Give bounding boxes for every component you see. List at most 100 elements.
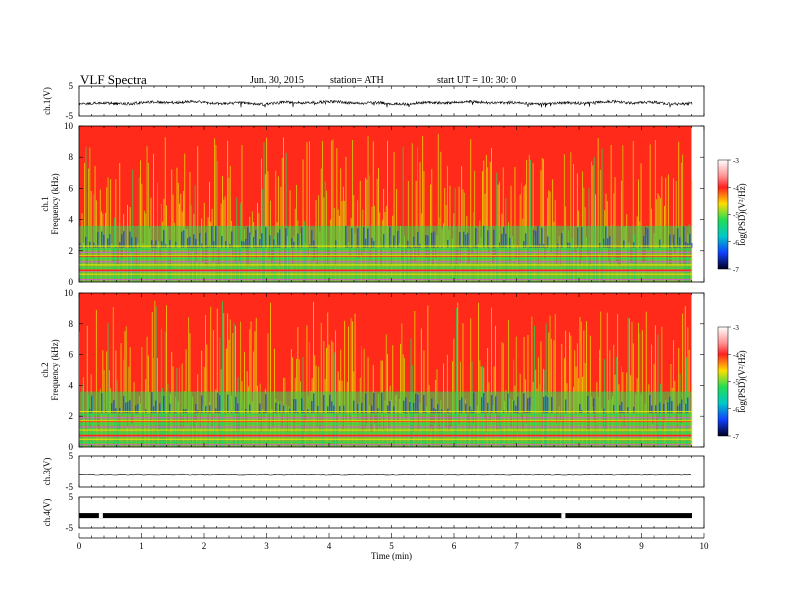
spectrogram-blue — [297, 411, 299, 414]
spectrogram-blue — [119, 242, 121, 248]
spectrogram-blue — [475, 227, 477, 248]
spectrogram-streak — [216, 308, 218, 447]
spectrogram-streak — [569, 332, 570, 447]
spectrogram-streak — [565, 330, 567, 447]
spectrogram-blue — [97, 231, 99, 248]
spectrogram-blue — [643, 235, 645, 248]
spectrogram-blue — [115, 408, 117, 414]
spectrogram-blue — [523, 241, 525, 248]
spectrogram-blue — [111, 403, 113, 414]
spectrogram-streak — [456, 308, 457, 447]
spectrogram-blue — [127, 401, 129, 414]
spectrogram-streak — [151, 312, 153, 447]
spectrogram-streak — [431, 169, 433, 282]
spectrogram-blue — [221, 236, 223, 248]
y-tick-label: 4 — [69, 215, 74, 225]
spectrogram-streak — [657, 334, 659, 447]
spectrogram-streak — [132, 169, 134, 282]
spectrogram-blue — [237, 403, 239, 414]
spectrogram-streak — [348, 326, 349, 447]
spectrogram-streak — [645, 311, 647, 447]
spectrogram-blue — [371, 405, 373, 414]
spectrogram-blue — [269, 235, 271, 248]
spectrogram-streak — [340, 168, 342, 282]
spectrogram-streak — [495, 325, 496, 447]
spectrogram-streak — [189, 333, 191, 447]
spectrogram-blue — [515, 405, 517, 414]
spectrogram-streak — [350, 318, 352, 447]
ch1-waveform-trace — [78, 99, 693, 108]
spectrogram-blue — [231, 411, 233, 414]
spectrogram-streak — [549, 315, 551, 447]
spectrogram-blue — [531, 246, 533, 248]
spectrogram-blue — [495, 396, 497, 414]
spectrogram-streak — [263, 142, 265, 282]
spectrogram-streak — [422, 135, 424, 282]
spectrogram-blue — [575, 412, 577, 414]
spectrogram-streak — [88, 168, 89, 282]
spectrogram-blue — [351, 228, 353, 248]
spectrogram-streak — [491, 147, 492, 282]
spectrogram-blue — [137, 403, 139, 414]
spectrogram-streak — [385, 334, 387, 447]
spectrogram-streak — [124, 331, 126, 447]
spectrogram-blue — [487, 230, 489, 248]
spectrogram-blue — [297, 233, 299, 248]
spectrogram-blue — [645, 227, 647, 248]
spectrogram-streak — [285, 152, 287, 282]
spectrogram-streak — [545, 323, 547, 447]
spectrogram-blue — [669, 234, 671, 248]
spectrogram-blue — [389, 227, 391, 248]
spectrogram-blue — [211, 226, 213, 248]
spectrogram-blue — [411, 412, 413, 414]
spectrogram-blue — [115, 247, 117, 248]
spectrogram-blue — [201, 395, 203, 414]
spectrogram-streak — [580, 321, 582, 447]
spectrogram-blue — [357, 403, 359, 414]
spectrogram-blue — [605, 226, 607, 248]
spectrogram-blue — [431, 232, 433, 248]
spectrogram-blue — [543, 396, 545, 414]
spectrogram-streak — [387, 140, 388, 282]
spectrogram-streak — [85, 147, 87, 282]
spectrogram-blue — [101, 231, 103, 248]
spectrogram-streak — [682, 154, 684, 282]
spectrogram-blue — [525, 412, 527, 414]
spectrogram-streak — [320, 322, 322, 447]
start-time-label: start UT = 10: 30: 0 — [437, 75, 517, 86]
spectrogram-streak — [589, 335, 591, 447]
spectrogram-streak — [255, 317, 257, 447]
spectrogram-streak — [470, 139, 472, 282]
spectrogram-streak — [411, 143, 413, 282]
spectrogram-blue — [139, 246, 141, 248]
spectrogram-blue — [283, 405, 285, 414]
spectrogram-blue — [565, 399, 567, 414]
spectrogram-blue — [663, 403, 665, 414]
y-tick-label: -5 — [66, 111, 74, 121]
colorbar-tick-label: -6 — [733, 239, 739, 247]
spectrogram-streak — [306, 142, 308, 282]
spectrogram-streak — [597, 138, 599, 282]
spectrogram-streak — [592, 165, 594, 282]
spectrogram-blue — [209, 405, 211, 414]
spectrogram-blue — [503, 227, 505, 248]
spectrogram-blue — [363, 227, 365, 248]
spectrogram-blue — [649, 395, 651, 414]
spectrogram-blue — [339, 406, 341, 414]
spectrogram-blue — [675, 246, 677, 248]
station-label: station= ATH — [330, 75, 384, 86]
spectrogram-blue — [545, 395, 547, 414]
spectrogram-streak — [414, 311, 416, 447]
spectrogram-blue — [163, 395, 165, 414]
spectrogram-streak — [250, 321, 252, 447]
spectrogram-blue — [151, 392, 153, 414]
ch4-waveform-trace — [79, 513, 692, 519]
spectrogram-blue — [79, 243, 81, 248]
y-tick-label: 8 — [69, 152, 74, 162]
spectrogram-blue — [397, 230, 399, 248]
spectrogram-blue — [469, 406, 471, 414]
spectrogram-streak — [140, 160, 141, 282]
spectrogram-blue — [525, 233, 527, 248]
spectrogram-blue — [505, 233, 507, 248]
